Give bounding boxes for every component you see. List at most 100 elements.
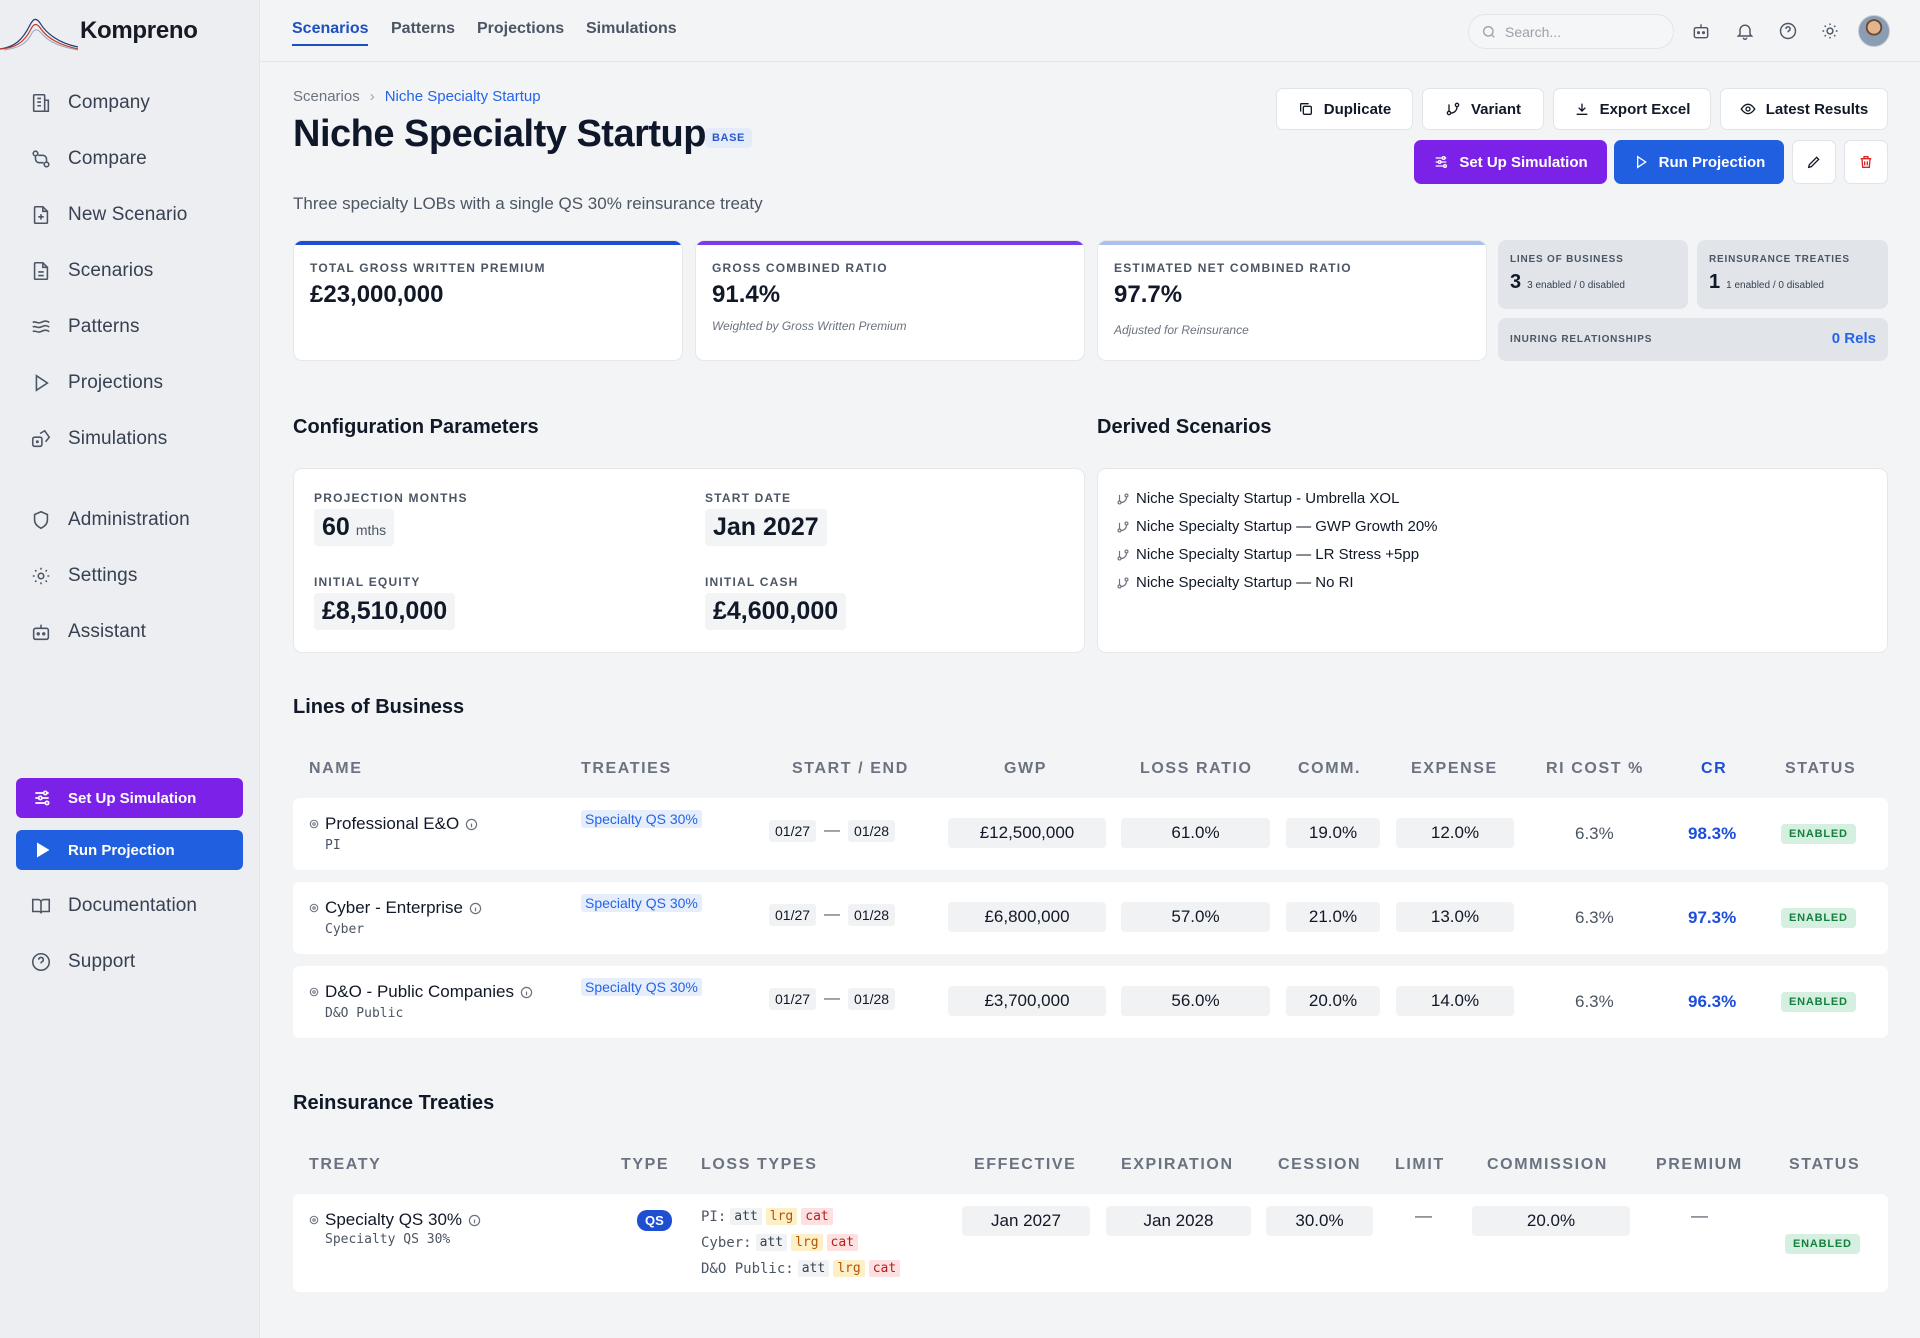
bell-icon[interactable]	[1735, 21, 1755, 41]
column-header: EXPENSE	[1411, 760, 1498, 777]
breadcrumb-current[interactable]: Niche Specialty Startup	[384, 88, 541, 105]
mini-value: 1 1 enabled / 0 disabled	[1709, 271, 1824, 294]
initial-cash-value: £4,600,000	[705, 593, 847, 630]
treaty-name[interactable]: Specialty QS 30%	[309, 1210, 481, 1230]
stat-card-gross-cr: GROSS COMBINED RATIO 91.4% Weighted by G…	[695, 240, 1085, 361]
tab-patterns[interactable]: Patterns	[391, 20, 456, 37]
period-separator: —	[824, 822, 841, 839]
sidebar-item-documentation[interactable]: Documentation	[30, 888, 197, 924]
sidebar-setup-simulation-button[interactable]: Set Up Simulation	[16, 778, 243, 818]
help-icon[interactable]	[1778, 21, 1798, 41]
sidebar-item-label: Simulations	[68, 428, 168, 449]
lob-period: 01/27 — 01/28	[769, 988, 896, 1010]
table-row[interactable]: Professional E&O PI Specialty QS 30% 01/…	[293, 798, 1888, 870]
sidebar-item-scenarios[interactable]: Scenarios	[30, 253, 153, 289]
config-section-title: Configuration Parameters	[293, 416, 539, 438]
lob-loss-ratio: 61.0%	[1121, 818, 1270, 848]
treaty-effective: Jan 2027	[962, 1206, 1090, 1236]
inuring-value[interactable]: 0 Rels	[1831, 330, 1876, 347]
sidebar-item-assistant[interactable]: Assistant	[30, 614, 146, 650]
derived-item[interactable]: Niche Specialty Startup — GWP Growth 20%	[1116, 518, 1438, 535]
sidebar-item-label: Assistant	[68, 621, 146, 642]
treaty-type-badge: QS	[637, 1210, 672, 1231]
lob-name-label: Professional E&O	[325, 814, 460, 833]
info-icon[interactable]	[469, 902, 482, 915]
loss-tag-lrg: lrg	[833, 1260, 865, 1277]
info-icon[interactable]	[465, 818, 478, 831]
sidebar-item-company[interactable]: Company	[30, 85, 150, 121]
bot-icon[interactable]	[1691, 21, 1711, 41]
sidebar-item-support[interactable]: Support	[30, 944, 135, 980]
table-row[interactable]: Specialty QS 30% Specialty QS 30% QS PI:…	[293, 1194, 1888, 1292]
treaty-cession: 30.0%	[1266, 1206, 1373, 1236]
shield-icon	[33, 510, 49, 530]
set-up-simulation-button[interactable]: Set Up Simulation	[1414, 140, 1607, 184]
derived-item[interactable]: Niche Specialty Startup - Umbrella XOL	[1116, 490, 1399, 507]
lob-name[interactable]: Professional E&O	[309, 814, 478, 834]
lob-code: PI	[325, 838, 341, 853]
column-header: STATUS	[1785, 760, 1857, 777]
download-icon	[1576, 103, 1587, 115]
sidebar-item-projections[interactable]: Projections	[30, 365, 163, 401]
treaty-chip[interactable]: Specialty QS 30%	[581, 894, 702, 912]
derived-item[interactable]: Niche Specialty Startup — No RI	[1116, 574, 1354, 591]
tab-simulations[interactable]: Simulations	[586, 20, 677, 37]
lob-count: 3	[1510, 271, 1522, 293]
loss-tag-cat: cat	[826, 1234, 859, 1251]
file-plus-icon	[33, 205, 49, 225]
treaty-chip[interactable]: Specialty QS 30%	[581, 810, 702, 828]
latest-results-button[interactable]: Latest Results	[1720, 88, 1888, 130]
eye-icon	[1740, 103, 1756, 115]
edit-button[interactable]	[1792, 140, 1836, 184]
cfg-label: START DATE	[705, 491, 792, 505]
column-header: TREATY	[309, 1156, 382, 1173]
lob-name[interactable]: D&O - Public Companies	[309, 982, 533, 1002]
variant-button[interactable]: Variant	[1422, 88, 1544, 130]
lob-name[interactable]: Cyber - Enterprise	[309, 898, 482, 918]
avatar[interactable]	[1858, 15, 1890, 47]
sidebar-setup-label: Set Up Simulation	[68, 789, 197, 807]
export-excel-button[interactable]: Export Excel	[1553, 88, 1711, 130]
copy-icon	[1299, 103, 1312, 115]
sidebar-run-projection-button[interactable]: Run Projection	[16, 830, 243, 870]
search-placeholder: Search...	[1505, 23, 1562, 40]
brand-logo[interactable]: Kompreno	[0, 8, 198, 54]
info-icon[interactable]	[520, 986, 533, 999]
lob-loss-ratio: 56.0%	[1121, 986, 1270, 1016]
table-row[interactable]: D&O - Public Companies D&O Public Specia…	[293, 966, 1888, 1038]
derived-item-label: Niche Specialty Startup - Umbrella XOL	[1136, 490, 1400, 507]
sidebar-item-patterns[interactable]: Patterns	[30, 309, 140, 345]
sidebar-item-administration[interactable]: Administration	[30, 502, 190, 538]
lob-end: 01/28	[848, 820, 896, 842]
loss-type-lob: Cyber:	[701, 1234, 752, 1251]
sidebar-item-settings[interactable]: Settings	[30, 558, 137, 594]
loss-types-line: PI: att lrg cat	[701, 1208, 833, 1225]
gear-icon	[32, 567, 50, 585]
book-icon	[31, 898, 51, 914]
breadcrumb-root[interactable]: Scenarios	[293, 88, 360, 105]
treaty-chip[interactable]: Specialty QS 30%	[581, 978, 702, 996]
stat-card-gwp: TOTAL GROSS WRITTEN PREMIUM £23,000,000	[293, 240, 683, 361]
sidebar-item-label: Projections	[68, 372, 164, 393]
delete-button[interactable]	[1844, 140, 1888, 184]
run-projection-button[interactable]: Run Projection	[1614, 140, 1784, 184]
treaty-section-title: Reinsurance Treaties	[293, 1092, 495, 1114]
target-icon	[309, 819, 319, 829]
sidebar-item-new-scenario[interactable]: New Scenario	[30, 197, 187, 233]
info-icon[interactable]	[468, 1214, 481, 1227]
stat-label: GROSS COMBINED RATIO	[712, 261, 888, 275]
sidebar-item-label: Documentation	[68, 895, 198, 916]
treaty-name-label: Specialty QS 30%	[325, 1210, 463, 1229]
lob-gwp: £6,800,000	[948, 902, 1106, 932]
kompreno-logo-icon	[0, 18, 78, 51]
sun-icon[interactable]	[1820, 21, 1840, 41]
table-row[interactable]: Cyber - Enterprise Cyber Specialty QS 30…	[293, 882, 1888, 954]
tab-projections[interactable]: Projections	[477, 20, 565, 37]
tab-scenarios[interactable]: Scenarios	[292, 20, 369, 46]
duplicate-button[interactable]: Duplicate	[1276, 88, 1413, 130]
derived-item[interactable]: Niche Specialty Startup — LR Stress +5pp	[1116, 546, 1419, 563]
search-input[interactable]: Search...	[1468, 14, 1674, 49]
sidebar-item-compare[interactable]: Compare	[30, 141, 147, 177]
mini-label: LINES OF BUSINESS	[1510, 254, 1624, 265]
sidebar-item-simulations[interactable]: Simulations	[30, 421, 167, 457]
